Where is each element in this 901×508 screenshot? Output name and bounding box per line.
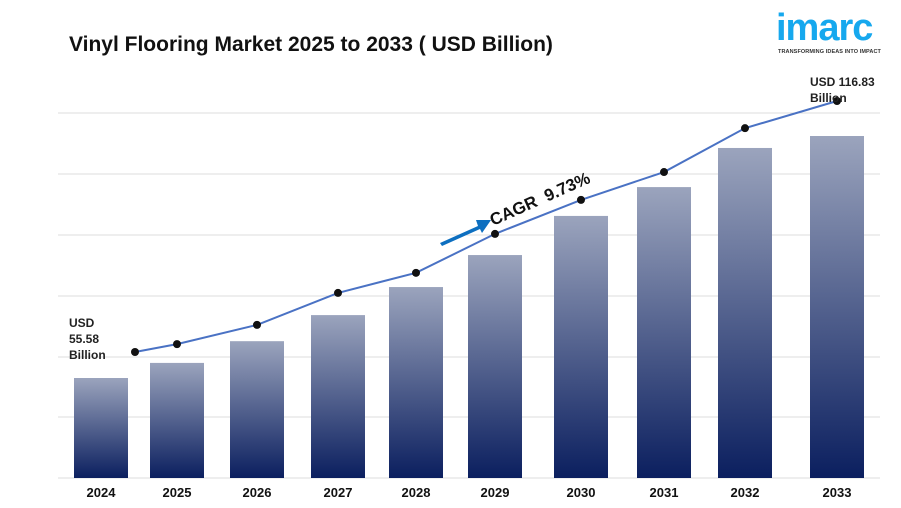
line-point-2026 [253,320,261,329]
x-tick-label: 2026 [243,485,272,500]
start-label-line: Billion [69,348,106,362]
end-label-line: USD 116.83 [810,75,875,89]
x-tick-label: 2027 [324,485,353,500]
bar-2027 [311,315,365,478]
bar-2028 [389,287,443,478]
trend-line [134,100,838,353]
end-value-label: USD 116.83 Billion [810,74,875,106]
bar-2024 [74,378,128,478]
cagr-arrow-icon [440,220,491,246]
imarc-logo: imarc [776,8,888,48]
x-tick-label: 2033 [823,485,852,500]
line-point-2027 [334,288,342,297]
chart-title: Vinyl Flooring Market 2025 to 2033 ( USD… [69,33,553,56]
x-tick-label: 2031 [650,485,679,500]
start-label-line: 55.58 [69,332,100,346]
x-tick-label: 2025 [163,485,192,500]
end-label-line: Billion [810,91,847,105]
line-point-2025 [173,340,181,349]
bar-2030 [554,215,608,478]
start-value-label: USD 55.58 Billion [69,315,106,363]
bar-2029 [468,255,522,478]
logo-word: imarc [776,7,873,49]
start-label-line: USD [69,316,95,330]
x-tick-label: 2029 [481,485,510,500]
x-tick-label: 2030 [567,485,596,500]
bar-2031 [637,187,691,478]
line-point-2033 [833,97,841,105]
bar-2032 [718,147,772,478]
line-point-2030 [577,195,585,204]
bar-2025 [150,362,204,478]
line-point-2031 [660,168,668,177]
x-tick-label: 2032 [731,485,760,500]
line-point-2024 [131,348,139,356]
logo-tagline: TRANSFORMING IDEAS INTO IMPACT [778,49,882,55]
line-point-2032 [741,124,749,133]
line-point-2028 [412,268,420,277]
x-tick-label: 2024 [87,485,117,500]
x-tick-label: 2028 [402,485,431,500]
bar-2026 [230,341,284,478]
line-point-2029 [491,229,499,238]
bar-2033 [810,136,864,478]
